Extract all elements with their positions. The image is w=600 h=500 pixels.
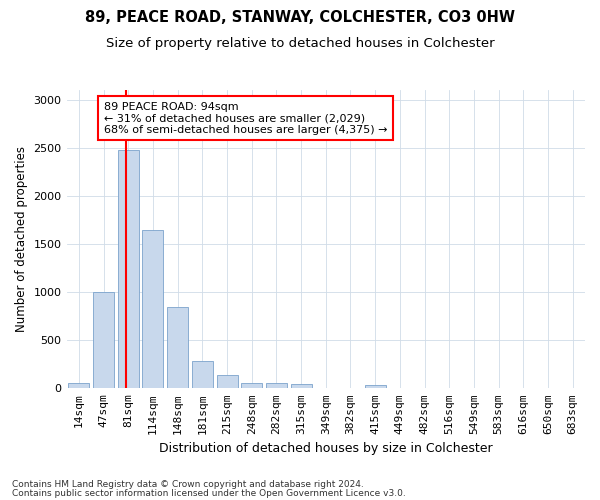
Text: 89 PEACE ROAD: 94sqm
← 31% of detached houses are smaller (2,029)
68% of semi-de: 89 PEACE ROAD: 94sqm ← 31% of detached h… [104, 102, 387, 134]
Bar [266, 383, 287, 388]
Text: Contains HM Land Registry data © Crown copyright and database right 2024.: Contains HM Land Registry data © Crown c… [12, 480, 364, 489]
Bar [142, 230, 163, 388]
Bar [68, 382, 89, 388]
Bar [365, 385, 386, 388]
Text: 89, PEACE ROAD, STANWAY, COLCHESTER, CO3 0HW: 89, PEACE ROAD, STANWAY, COLCHESTER, CO3… [85, 10, 515, 25]
Text: Size of property relative to detached houses in Colchester: Size of property relative to detached ho… [106, 38, 494, 51]
Bar [118, 150, 139, 388]
Bar [290, 384, 311, 388]
Bar [93, 292, 114, 388]
Text: Contains public sector information licensed under the Open Government Licence v3: Contains public sector information licen… [12, 488, 406, 498]
Y-axis label: Number of detached properties: Number of detached properties [15, 146, 28, 332]
Bar [241, 383, 262, 388]
X-axis label: Distribution of detached houses by size in Colchester: Distribution of detached houses by size … [159, 442, 493, 455]
Bar [167, 308, 188, 388]
Bar [192, 362, 213, 388]
Bar [217, 376, 238, 388]
